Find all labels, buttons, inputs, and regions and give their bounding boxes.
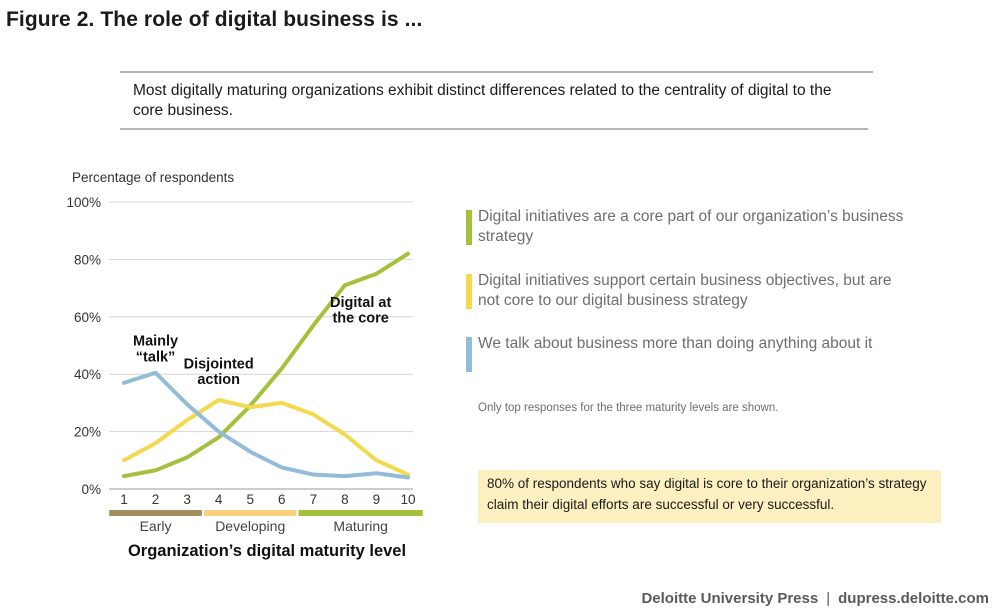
publisher-url[interactable]: dupress.deloitte.com bbox=[838, 590, 989, 607]
footnote: Only top responses for the three maturit… bbox=[478, 402, 779, 414]
y-tick-label-40: 40% bbox=[74, 367, 101, 382]
intro-text: Most digitally maturing organizations ex… bbox=[133, 82, 832, 119]
y-axis-tick-labels: 0% 20% 40% 60% 80% 100% bbox=[66, 195, 101, 497]
maturity-bar-developing bbox=[203, 510, 297, 516]
maturity-bar-maturing bbox=[298, 510, 423, 516]
series-lines bbox=[122, 251, 410, 480]
legend-swatch-support bbox=[466, 274, 472, 309]
x-tick-label-3: 3 bbox=[183, 492, 191, 507]
series-line-core bbox=[122, 251, 410, 479]
y-axis-label: Percentage of respondents bbox=[72, 170, 234, 185]
intro-top-divider bbox=[120, 71, 873, 73]
x-tick-label-9: 9 bbox=[373, 492, 381, 507]
x-tick-label-10: 10 bbox=[400, 492, 415, 507]
x-axis-tick-labels: 1 2 3 4 5 6 7 8 9 10 bbox=[120, 492, 415, 507]
maturity-groups: Early Developing Maturing bbox=[109, 510, 423, 534]
maturity-label-developing: Developing bbox=[215, 518, 285, 534]
legend-item-core: Digital initiatives are a core part of o… bbox=[466, 207, 908, 247]
annotation-0: Mainly bbox=[133, 334, 178, 350]
x-tick-label-6: 6 bbox=[278, 492, 286, 507]
x-tick-label-1: 1 bbox=[120, 492, 128, 507]
annotation-4: Digital at bbox=[330, 295, 391, 311]
figure-title: Figure 2. The role of digital business i… bbox=[6, 8, 423, 31]
x-tick-label-7: 7 bbox=[310, 492, 318, 507]
legend-item-talk: We talk about business more than doing a… bbox=[466, 334, 908, 372]
x-tick-label-5: 5 bbox=[246, 492, 254, 507]
y-tick-label-80: 80% bbox=[74, 252, 101, 267]
legend-item-support: Digital initiatives support certain busi… bbox=[466, 271, 908, 311]
annotation-5: the core bbox=[332, 311, 388, 327]
legend-swatch-core bbox=[466, 210, 472, 245]
y-tick-label-60: 60% bbox=[74, 310, 101, 325]
gridlines bbox=[109, 201, 413, 490]
series-line-talk bbox=[122, 370, 410, 480]
maturity-bar-early bbox=[109, 510, 202, 516]
x-tick-label-8: 8 bbox=[341, 492, 349, 507]
maturity-label-maturing: Maturing bbox=[333, 518, 387, 534]
y-tick-label-0: 0% bbox=[81, 482, 101, 497]
x-tick-label-4: 4 bbox=[215, 492, 223, 507]
x-axis-label: Organization’s digital maturity level bbox=[128, 542, 406, 560]
publisher-name: Deloitte University Press bbox=[641, 590, 819, 607]
y-tick-label-100: 100% bbox=[66, 195, 101, 210]
annotation-1: “talk” bbox=[136, 349, 176, 365]
annotation-2: Disjointed bbox=[184, 356, 254, 372]
y-tick-label-20: 20% bbox=[74, 425, 101, 440]
legend-label-core: Digital initiatives are a core part of o… bbox=[478, 208, 904, 245]
x-tick-label-2: 2 bbox=[152, 492, 160, 507]
intro-bottom-divider bbox=[120, 128, 868, 130]
legend-label-support: Digital initiatives support certain busi… bbox=[478, 272, 892, 309]
credit-line: Deloitte University Press | dupress.deloit… bbox=[641, 590, 989, 607]
series-line-support bbox=[122, 398, 410, 477]
callout-box: 80% of respondents who say digital is co… bbox=[478, 470, 941, 523]
annotation-3: action bbox=[197, 372, 240, 388]
credit-separator: | bbox=[826, 590, 831, 607]
legend-swatch-talk bbox=[466, 337, 472, 372]
legend-label-talk: We talk about business more than doing a… bbox=[478, 335, 873, 352]
maturity-label-early: Early bbox=[140, 518, 172, 534]
